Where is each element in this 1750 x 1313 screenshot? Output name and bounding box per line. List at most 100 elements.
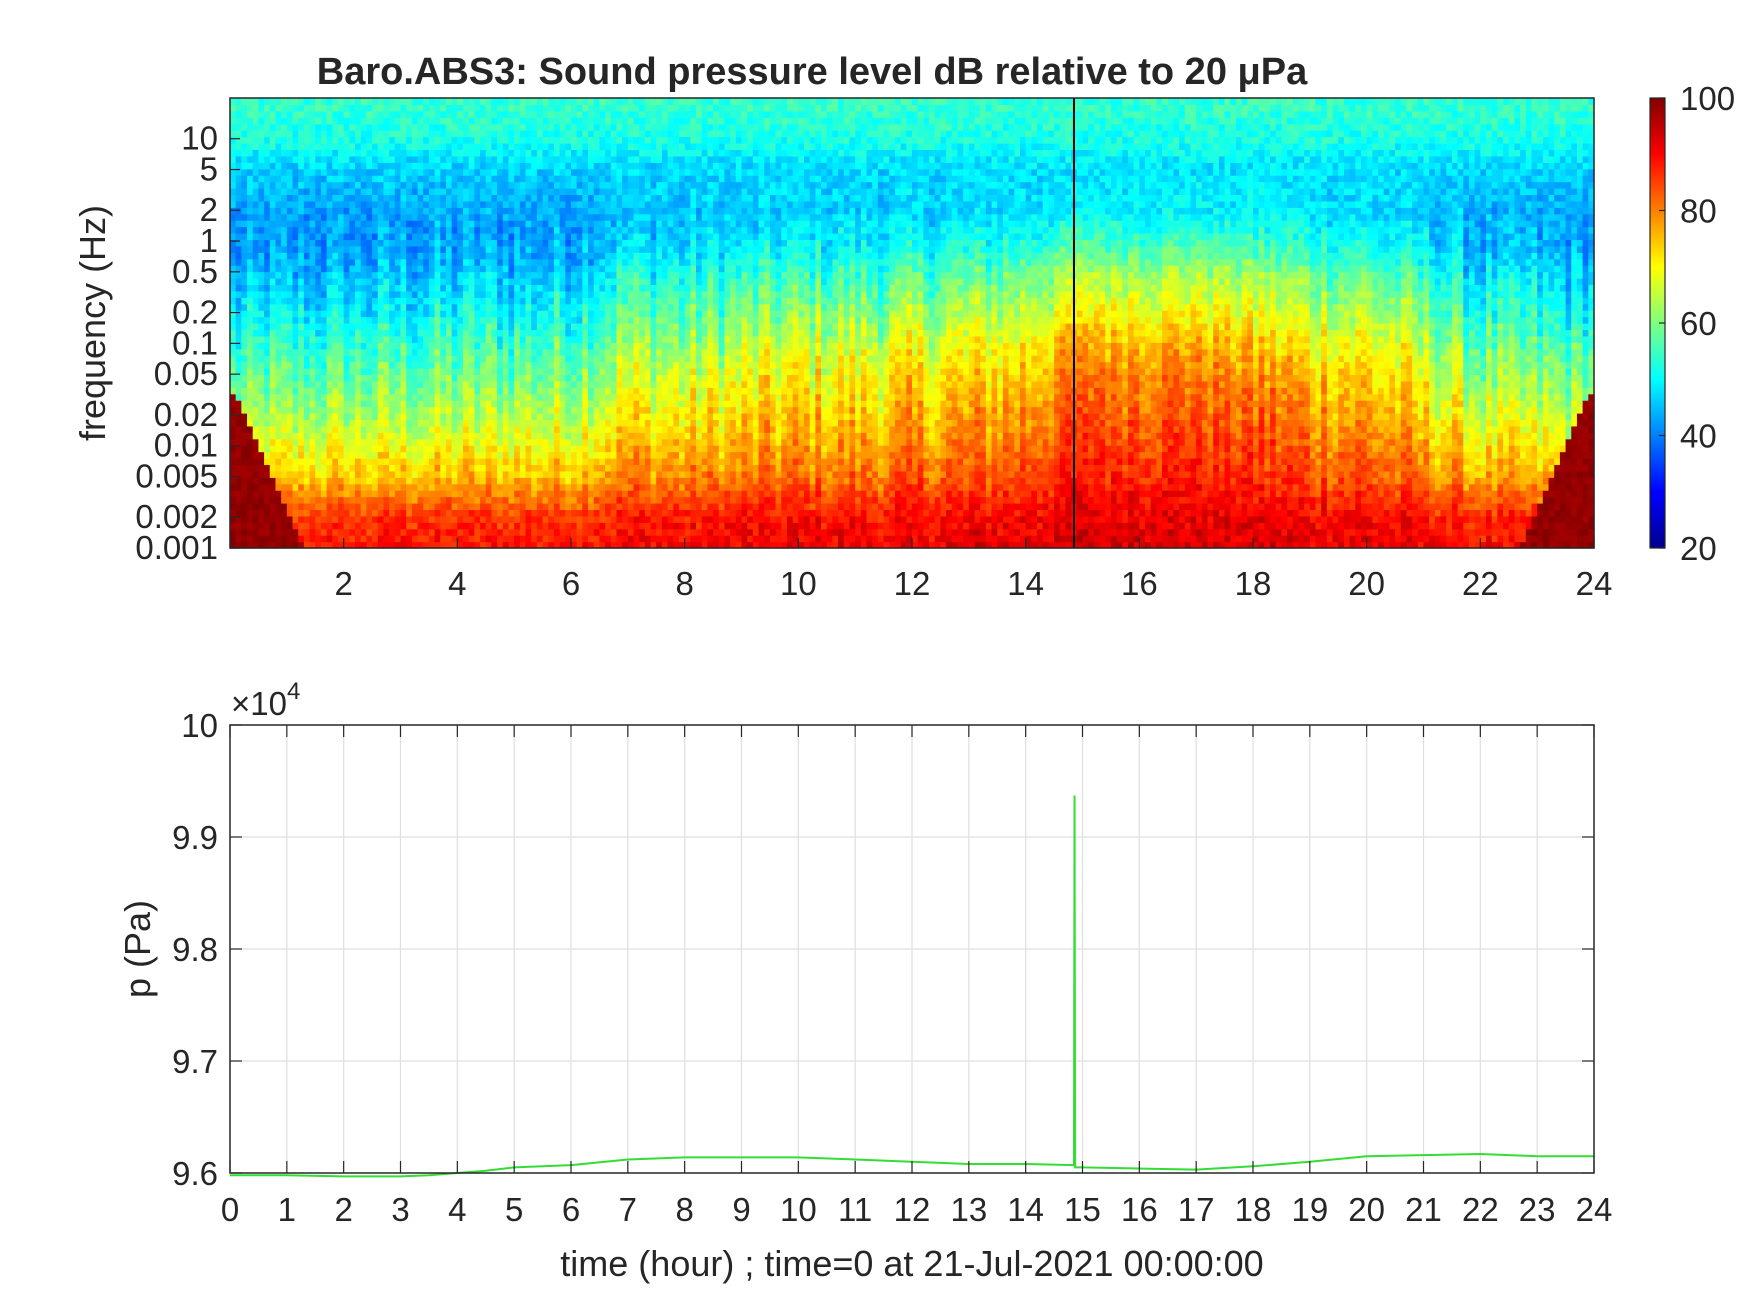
heatmap-cell <box>531 233 538 241</box>
heatmap-cell <box>565 130 572 138</box>
heatmap-cell <box>281 445 288 453</box>
heatmap-cell <box>474 233 481 241</box>
heatmap-cell <box>355 239 362 247</box>
heatmap-cell <box>571 445 578 453</box>
heatmap-cell <box>315 323 322 331</box>
heatmap-cell <box>298 425 305 433</box>
heatmap-cell <box>571 181 578 189</box>
heatmap-cell <box>525 271 532 279</box>
heatmap-cell <box>292 503 299 511</box>
heatmap-cell <box>264 342 271 350</box>
heatmap-cell <box>480 413 487 421</box>
heatmap-cell <box>258 541 265 549</box>
heatmap-cell <box>576 213 583 221</box>
heatmap-cell <box>474 271 481 279</box>
heatmap-cell <box>309 361 316 369</box>
heatmap-cell <box>622 265 629 273</box>
heatmap-cell <box>474 432 481 440</box>
heatmap-cell <box>576 458 583 466</box>
heatmap-cell <box>230 464 237 472</box>
heatmap-cell <box>502 445 510 453</box>
heatmap-cell <box>355 380 362 388</box>
heatmap-cell <box>468 477 475 485</box>
heatmap-cell <box>463 515 470 523</box>
heatmap-cell <box>269 175 277 183</box>
heatmap-cell <box>332 490 339 498</box>
heatmap-cell <box>372 110 379 118</box>
heatmap-cell <box>531 368 538 376</box>
heatmap-cell <box>502 104 510 112</box>
spectrogram-heatmap <box>230 98 1595 549</box>
heatmap-cell <box>372 432 379 440</box>
heatmap-cell <box>372 470 379 478</box>
heatmap-cell <box>320 464 328 472</box>
heatmap-cell <box>599 297 606 305</box>
heatmap-cell <box>241 175 248 183</box>
heatmap-cell <box>332 155 339 163</box>
heatmap-cell <box>269 220 277 228</box>
heatmap-cell <box>548 162 555 170</box>
heatmap-cell <box>349 419 356 427</box>
heatmap-cell <box>372 162 379 170</box>
heatmap-cell <box>514 438 521 446</box>
heatmap-cell <box>622 406 629 414</box>
heatmap-cell <box>622 342 629 350</box>
heatmap-cell <box>326 181 333 189</box>
heatmap-cell <box>247 188 254 196</box>
heatmap-cell <box>605 98 612 106</box>
heatmap-cell <box>599 98 606 106</box>
heatmap-cell <box>627 445 635 453</box>
heatmap-cell <box>502 374 510 382</box>
heatmap-cell <box>559 117 566 125</box>
heatmap-cell <box>627 496 635 504</box>
heatmap-cell <box>383 310 390 318</box>
heatmap-cell <box>315 149 322 157</box>
heatmap-cell <box>565 477 572 485</box>
heatmap-cell <box>434 207 441 215</box>
heatmap-cell <box>445 348 453 356</box>
heatmap-cell <box>258 451 265 459</box>
heatmap-cell <box>531 464 538 472</box>
heatmap-cell <box>343 355 350 363</box>
heatmap-cell <box>258 181 265 189</box>
heatmap-cell <box>582 303 589 311</box>
heatmap-cell <box>428 515 436 523</box>
heatmap-cell <box>485 200 493 208</box>
heatmap-cell <box>571 515 578 523</box>
heatmap-cell <box>343 496 350 504</box>
heatmap-cell <box>497 252 504 260</box>
heatmap-cell <box>627 271 635 279</box>
heatmap-cell <box>497 258 504 266</box>
heatmap-cell <box>320 188 328 196</box>
heatmap-cell <box>377 342 385 350</box>
heatmap-cell <box>400 98 407 106</box>
heatmap-cell <box>531 303 538 311</box>
heatmap-cell <box>281 220 288 228</box>
heatmap-cell <box>349 413 356 421</box>
heatmap-cell <box>519 188 527 196</box>
heatmap-cell <box>394 245 402 253</box>
heatmap-cell <box>258 374 265 382</box>
heatmap-cell <box>406 483 413 491</box>
heatmap-cell <box>372 515 379 523</box>
heatmap-cell <box>440 271 447 279</box>
heatmap-cell <box>303 387 311 395</box>
heatmap-cell <box>264 110 271 118</box>
heatmap-cell <box>406 175 413 183</box>
heatmap-cell <box>480 213 487 221</box>
heatmap-cell <box>360 477 367 485</box>
heatmap-cell <box>588 387 595 395</box>
heatmap-cell <box>377 535 385 543</box>
heatmap-cell <box>383 361 390 369</box>
heatmap-cell <box>451 380 458 388</box>
heatmap-cell <box>303 310 311 318</box>
heatmap-cell <box>230 200 237 208</box>
heatmap-cell <box>451 226 458 234</box>
heatmap-cell <box>582 413 589 421</box>
heatmap-cell <box>332 303 339 311</box>
heatmap-cell <box>593 316 601 324</box>
heatmap-cell <box>400 316 407 324</box>
heatmap-cell <box>320 490 328 498</box>
heatmap-cell <box>463 528 470 536</box>
heatmap-cell <box>457 522 464 530</box>
